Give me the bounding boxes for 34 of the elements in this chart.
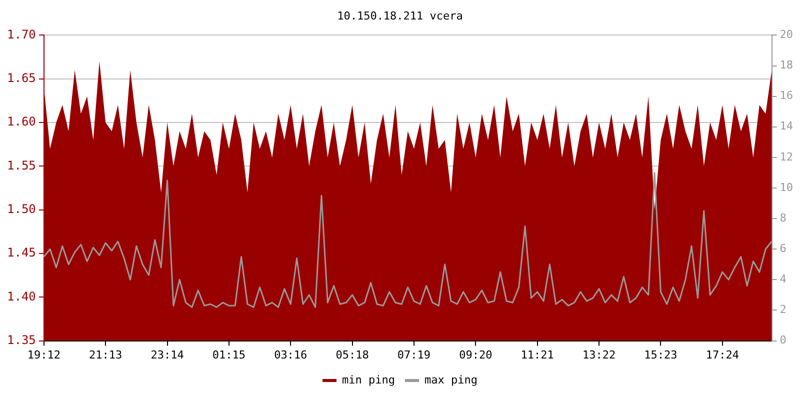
chart-title: 10.150.18.211 vcera <box>337 9 463 22</box>
x-tick-label: 19:12 <box>27 348 60 362</box>
y2-tick-label: 10 <box>780 180 794 194</box>
legend-label: max ping <box>424 373 478 386</box>
y2-tick-label: 0 <box>780 334 786 347</box>
x-tick-label: 01:15 <box>212 348 246 362</box>
x-tick-label: 05:18 <box>336 348 369 362</box>
x-tick-label: 23:14 <box>150 348 184 362</box>
x-tick-label: 07:19 <box>397 348 431 362</box>
x-tick-label: 15:23 <box>644 348 678 362</box>
y2-tick-label: 12 <box>780 150 794 164</box>
y-tick-label: 1.65 <box>6 70 36 85</box>
y2-tick-label: 18 <box>780 58 794 72</box>
y-tick-label: 1.40 <box>6 289 36 304</box>
y-tick-label: 1.60 <box>6 114 36 129</box>
y2-tick-label: 20 <box>780 28 794 42</box>
y-tick-label: 1.50 <box>6 202 36 216</box>
y-tick-label: 1.45 <box>6 246 36 260</box>
y-tick-label: 1.55 <box>6 158 36 172</box>
y2-tick-label: 2 <box>780 303 786 316</box>
y2-tick-label: 4 <box>780 272 787 286</box>
y2-tick-label: 16 <box>780 89 794 102</box>
x-tick-label: 21:13 <box>89 348 122 362</box>
y-tick-label: 1.70 <box>6 27 36 42</box>
y2-tick-label: 6 <box>780 242 786 255</box>
x-tick-label: 09:20 <box>459 348 492 362</box>
y2-tick-label: 8 <box>780 211 786 224</box>
y-tick-label: 1.35 <box>6 332 36 347</box>
legend-label: min ping <box>342 373 396 386</box>
x-tick-label: 11:21 <box>520 348 554 362</box>
x-tick-label: 13:22 <box>582 348 616 362</box>
y2-tick-label: 14 <box>780 120 794 133</box>
x-tick-label: 17:24 <box>706 348 740 362</box>
x-tick-label: 03:16 <box>274 348 308 362</box>
